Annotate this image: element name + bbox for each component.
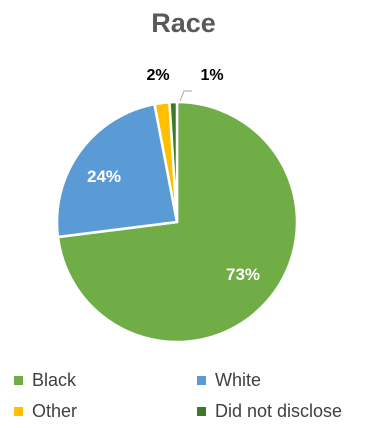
data-label-black: 73%	[226, 265, 260, 284]
data-label-other: 2%	[146, 67, 169, 84]
data-label-did-not-disclose: 1%	[200, 67, 223, 84]
chart-title: Race	[151, 8, 216, 38]
data-label-white: 24%	[87, 167, 121, 186]
pie-slice-did-not-disclose	[168, 100, 179, 224]
pie-slice-white	[55, 102, 179, 239]
label-leader-line	[179, 90, 192, 102]
